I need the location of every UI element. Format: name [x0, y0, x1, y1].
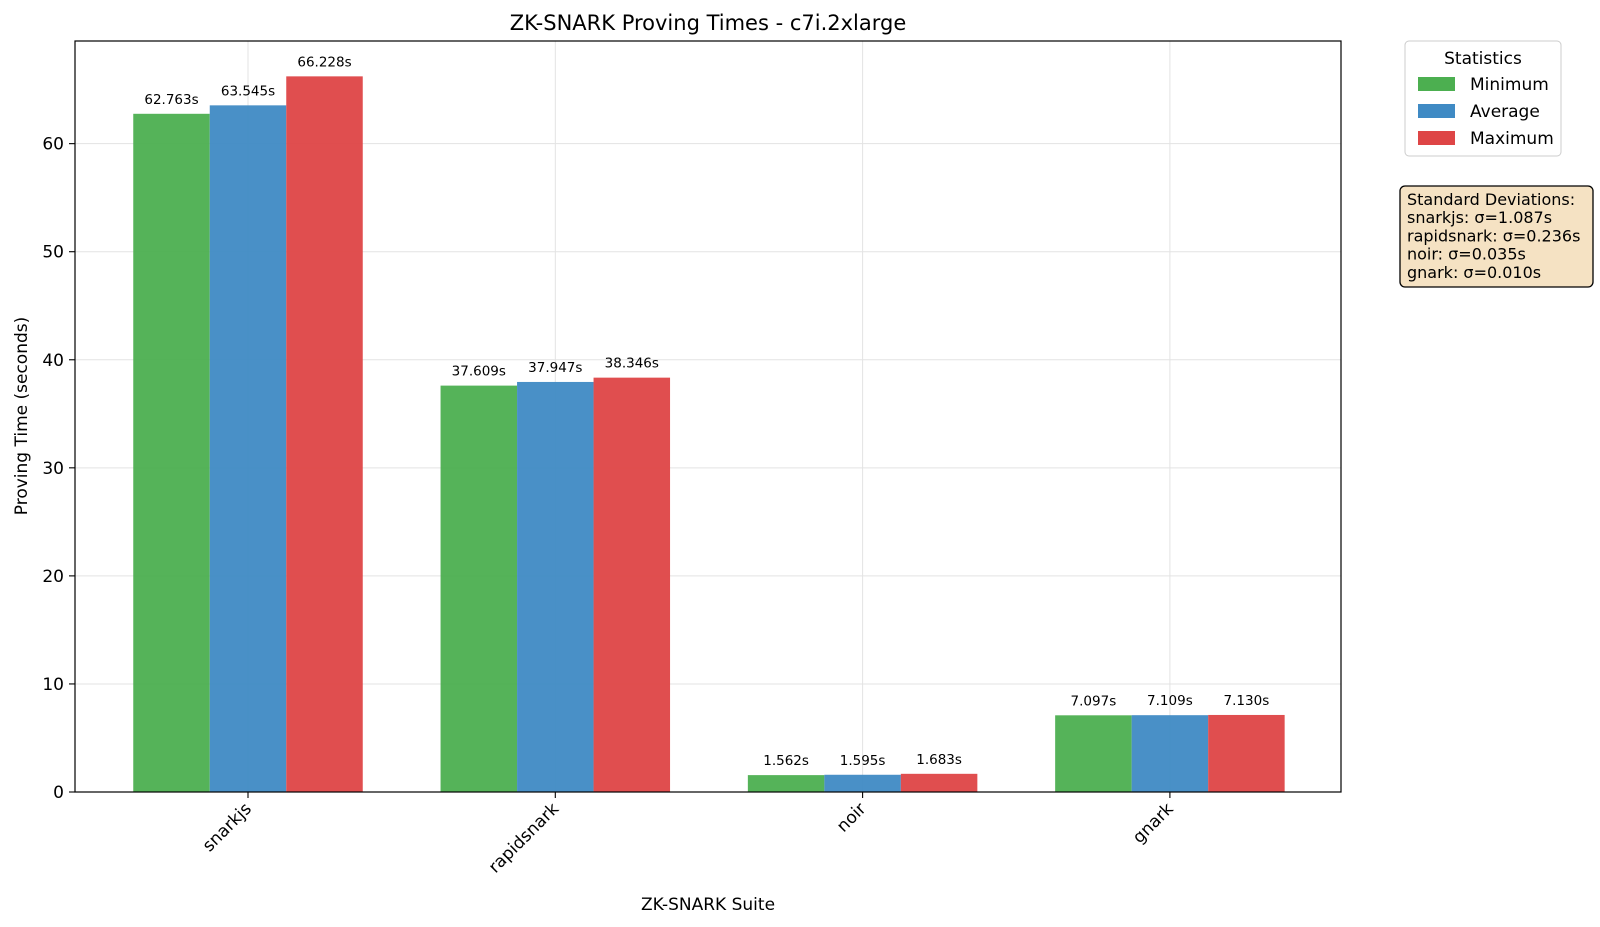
x-tick-label: snarkjs	[199, 799, 256, 856]
bar-average-noir	[824, 774, 901, 792]
bar-minimum-rapidsnark	[440, 385, 518, 792]
std-dev-heading: Standard Deviations:	[1407, 190, 1575, 209]
legend-swatch-average	[1418, 104, 1455, 118]
std-dev-box	[1399, 185, 1594, 288]
y-axis-label: Proving Time (seconds)	[12, 317, 32, 515]
std-dev-entry: noir: σ=0.035s	[1407, 245, 1526, 264]
bar-minimum-noir	[747, 775, 825, 792]
x-tick-label: gnark	[1129, 799, 1178, 848]
y-tick-label: 20	[42, 567, 64, 587]
y-tick-label: 0	[53, 783, 64, 803]
bar-value-label: 7.130s	[1224, 693, 1270, 709]
bar-average-gnark	[1131, 715, 1209, 792]
plot-frame	[74, 40, 1342, 793]
bar-value-label: 37.947s	[528, 360, 582, 376]
chart-title: ZK-SNARK Proving Times - c7i.2xlarge	[510, 11, 907, 35]
y-tick-label: 10	[42, 675, 64, 695]
y-tick-label: 50	[42, 243, 64, 263]
legend-swatch-minimum	[1418, 77, 1455, 91]
std-dev-lines: Standard Deviations:snarkjs: σ=1.087srap…	[1407, 190, 1580, 282]
bar-value-label: 62.763s	[144, 92, 198, 108]
legend-swatch-maximum	[1418, 131, 1455, 145]
y-tick-label: 30	[42, 459, 64, 479]
legend-title: Statistics	[1444, 49, 1522, 69]
bar-minimum-snarkjs	[133, 113, 210, 793]
std-dev-annotation: Standard Deviations:snarkjs: σ=1.087srap…	[1399, 185, 1594, 288]
bar-value-label: 1.595s	[840, 753, 886, 769]
bar-value-label: 7.097s	[1071, 693, 1117, 709]
x-axis-label: ZK-SNARK Suite	[641, 895, 775, 915]
std-dev-entry: gnark: σ=0.010s	[1407, 263, 1541, 282]
bar-value-label: 66.228s	[297, 54, 351, 70]
bar-value-label: 1.683s	[916, 752, 962, 768]
bar-value-label: 1.562s	[763, 753, 809, 769]
legend: Statistics Minimum Average Maximum	[1404, 40, 1562, 157]
bar-average-rapidsnark	[517, 381, 594, 792]
legend-label-maximum: Maximum	[1470, 129, 1554, 149]
bar-value-label: 38.346s	[605, 356, 659, 372]
bar-maximum-gnark	[1208, 714, 1285, 792]
bar-layer: 62.763s 63.545s 66.228s 37.609s 37.947s 38.34…	[133, 54, 1285, 793]
x-tick-label: noir	[833, 799, 870, 836]
legend-label-minimum: Minimum	[1470, 75, 1549, 95]
y-tick-label: 60	[42, 135, 64, 155]
bar-value-label: 63.545s	[221, 83, 275, 99]
bar-minimum-gnark	[1055, 715, 1132, 792]
legend-label-average: Average	[1470, 102, 1540, 122]
x-tick-label: rapidsnark	[485, 799, 563, 877]
bar-value-label: 37.609s	[452, 364, 506, 380]
legend-items: Minimum Average Maximum	[1418, 75, 1554, 149]
bar-value-label: 7.109s	[1147, 693, 1193, 709]
bar-maximum-rapidsnark	[593, 377, 671, 792]
y-tick-label: 40	[42, 351, 64, 371]
bar-maximum-snarkjs	[286, 76, 363, 792]
bar-maximum-noir	[900, 773, 978, 792]
std-dev-entry: snarkjs: σ=1.087s	[1407, 208, 1552, 227]
std-dev-entry: rapidsnark: σ=0.236s	[1407, 226, 1580, 245]
bar-average-snarkjs	[209, 105, 287, 793]
legend-frame	[1404, 40, 1562, 157]
